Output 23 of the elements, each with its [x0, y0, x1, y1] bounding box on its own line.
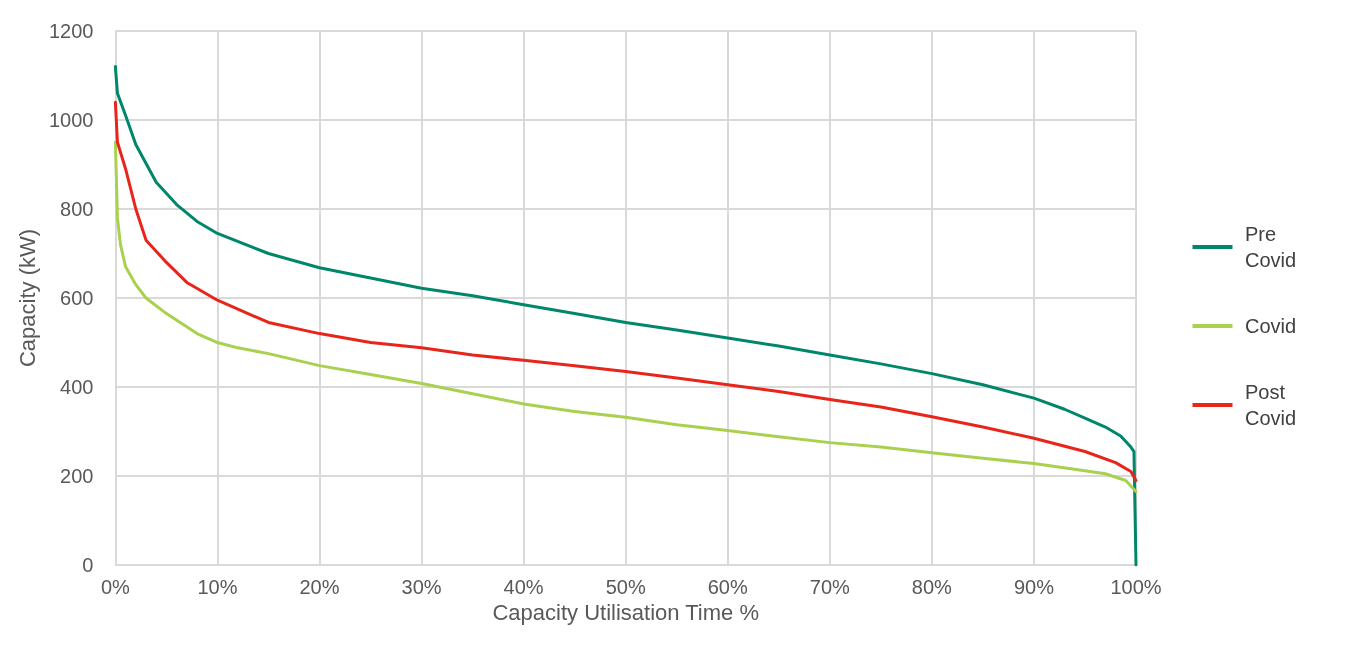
- x-tick-label: 90%: [1013, 576, 1055, 598]
- x-tick-label: 100%: [1110, 576, 1162, 598]
- legend-label: Pre Covid: [1245, 223, 1297, 271]
- x-tick-label: 60%: [707, 576, 748, 598]
- x-tick-label: 50%: [605, 576, 646, 598]
- y-tick-label: 1200: [48, 20, 94, 42]
- y-tick-label: 1000: [48, 109, 94, 131]
- legend-label: Post Covid: [1245, 381, 1297, 429]
- y-axis-title: Capacity (kW): [14, 228, 40, 368]
- y-tick-label: 600: [60, 287, 94, 309]
- legend-label: Covid: [1245, 315, 1297, 337]
- x-tick-label: 10%: [197, 576, 238, 598]
- x-tick-label: 40%: [503, 576, 544, 598]
- x-axis-title: Capacity Utilisation Time %: [492, 600, 759, 626]
- x-tick-label: 30%: [401, 576, 442, 598]
- y-tick-label: 0: [82, 554, 94, 576]
- y-tick-label: 400: [60, 376, 94, 398]
- x-tick-label: 0%: [100, 576, 131, 598]
- y-tick-label: 200: [60, 465, 94, 487]
- x-tick-label: 20%: [299, 576, 340, 598]
- x-tick-label: 70%: [809, 576, 851, 598]
- y-tick-label: 800: [60, 198, 94, 220]
- x-tick-label: 80%: [911, 576, 953, 598]
